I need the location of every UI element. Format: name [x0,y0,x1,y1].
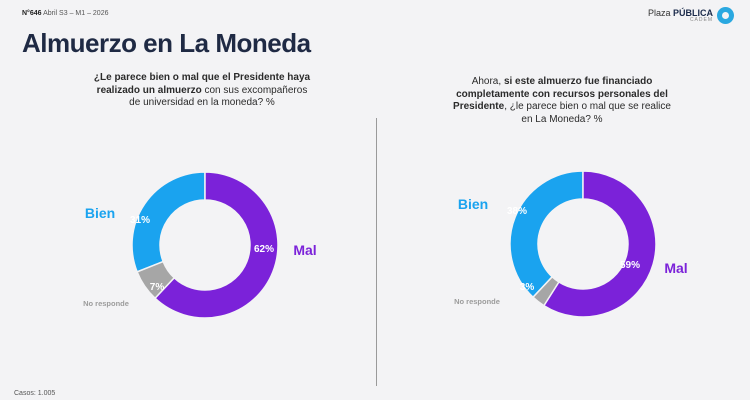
cases-count: Casos: 1.005 [14,390,56,397]
page-title: Almuerzo en La Moneda [22,28,311,58]
donut-1-slice-mal [153,171,279,319]
donut-1-slice-no-responde [136,260,176,300]
logo-subtext: CADEM [689,16,713,23]
question-2-segment: Ahora, [471,76,504,87]
donut-2-category-label: No responde [454,297,500,306]
donut-1-value-label: 31% [130,215,150,226]
question-1: ¿Le parece bien o mal que el Presidente … [92,72,312,110]
donut-2-category-label: Bien [458,196,488,212]
donut-2-slice-no-responde [531,275,560,307]
logo-text-light: Plaza [647,7,671,18]
divider [376,118,377,386]
edition-date: Abril S3 – M1 – 2026 [43,10,109,17]
donut-2-slice-bien [509,170,584,299]
donut-2-category-label: Mal [664,260,687,276]
donut-1-category-label: Mal [293,242,316,258]
logo-text-bold: PÚBLICA [673,7,713,18]
edition-number: N°646 [22,10,42,17]
plaza-publica-logo: Plaza PÚBLICA CADEM [648,7,734,24]
question-1-segment: ¿Le parece bien o mal que el Presidente … [93,72,311,96]
donut-1-category-label: Bien [85,205,115,221]
donut-1-category-label: No responde [83,299,129,308]
question-2-segment: si este almuerzo fue financiado completa… [453,76,668,112]
donut-2-slice-mal [542,170,657,318]
question-2: Ahora, si este almuerzo fue financiado c… [452,76,672,126]
question-1-segment: con sus excompañeros de universidad en l… [129,84,308,109]
question-2-segment: , ¿le parece bien o mal que se realice e… [504,101,671,125]
edition-info: N°646 Abril S3 – M1 – 2026 [22,10,108,17]
donut-2-value-label: 38% [507,206,527,217]
donut-1-value-label: 62% [254,244,274,255]
donut-1-value-label: 7% [150,282,165,293]
donut-2-value-label: 3% [520,282,535,293]
logo-ring-icon [717,7,734,24]
donut-2-value-label: 59% [620,260,640,271]
